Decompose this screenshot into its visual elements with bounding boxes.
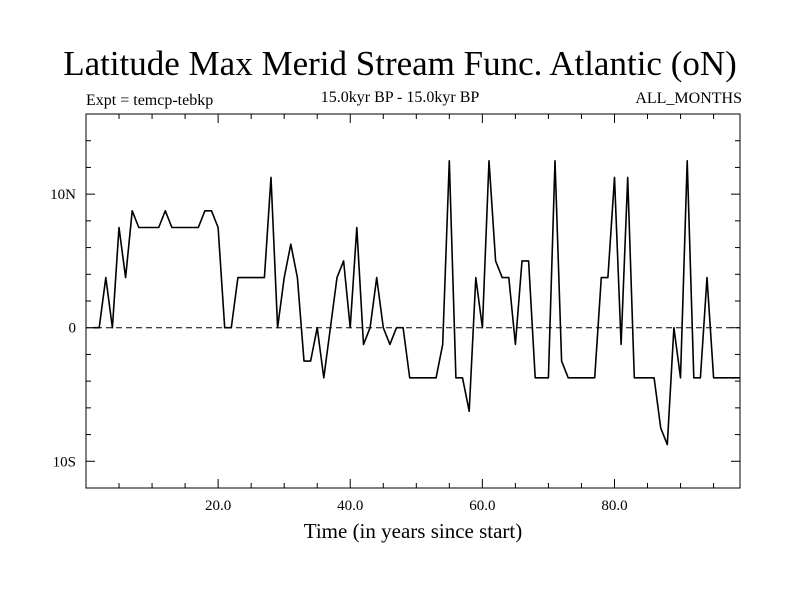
y-tick-label: 10N	[50, 187, 76, 203]
chart-title: Latitude Max Merid Stream Func. Atlantic…	[63, 44, 737, 83]
x-axis-label: Time (in years since start)	[303, 519, 523, 543]
experiment-label: Expt = temcp-tebkp	[86, 92, 214, 109]
series-layer	[92, 160, 740, 446]
y-axis: 10N 0 10S	[50, 113, 740, 489]
x-tick-label: 60.0	[469, 498, 495, 514]
y-tick-label: 0	[69, 321, 77, 337]
series-line	[92, 160, 740, 446]
plot-frame	[85, 113, 741, 489]
y-tick-label: 10S	[53, 454, 76, 470]
period-label: 15.0kyr BP - 15.0kyr BP	[320, 89, 480, 106]
x-tick-label: 20.0	[205, 498, 231, 514]
x-tick-label: 40.0	[337, 498, 363, 514]
x-axis: 20.0 40.0 60.0 80.0	[118, 114, 715, 514]
x-tick-label: 80.0	[601, 498, 627, 514]
season-label: ALL_MONTHS	[635, 90, 742, 107]
